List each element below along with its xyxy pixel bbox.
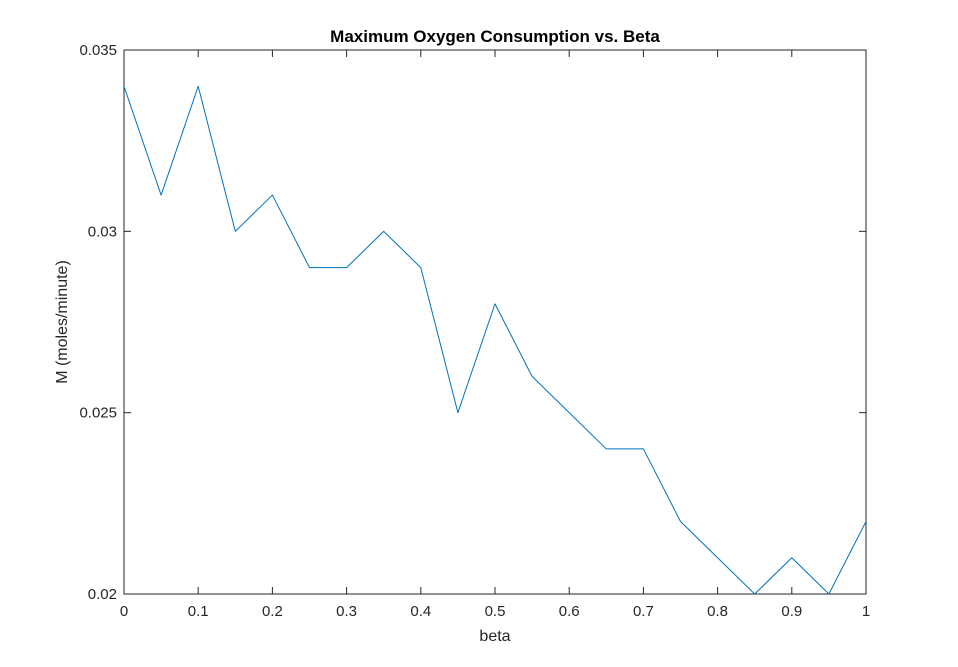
- x-tick-label: 0.2: [262, 603, 283, 620]
- series-layer: [123, 85, 867, 595]
- x-tick-label: 1: [862, 603, 870, 620]
- y-tick-label: 0.03: [88, 223, 117, 240]
- data-point: [828, 594, 829, 595]
- data-point: [124, 86, 125, 87]
- y-tick-labels: 0.02 0.025 0.03 0.035: [79, 42, 117, 603]
- data-point: [272, 195, 273, 196]
- data-point: [569, 412, 570, 413]
- y-tick-label: 0.025: [79, 405, 117, 422]
- series-line: [123, 85, 867, 595]
- data-point: [198, 86, 199, 87]
- data-point: [495, 303, 496, 304]
- x-tick-label: 0.3: [336, 603, 357, 620]
- x-tick-label: 0.5: [485, 603, 506, 620]
- y-tick-label: 0.035: [79, 42, 117, 59]
- data-point: [346, 267, 347, 268]
- data-point: [754, 594, 755, 595]
- x-tick-label: 0.4: [410, 603, 431, 620]
- data-point: [161, 195, 162, 196]
- y-tick-label: 0.02: [88, 586, 117, 603]
- data-point: [532, 376, 533, 377]
- data-point: [383, 231, 384, 232]
- x-tick-label: 0.9: [781, 603, 802, 620]
- data-point: [791, 557, 792, 558]
- data-point: [643, 448, 644, 449]
- data-point: [309, 267, 310, 268]
- data-point: [866, 521, 867, 522]
- data-point: [235, 231, 236, 232]
- data-point: [420, 267, 421, 268]
- x-tick-label: 0.8: [707, 603, 728, 620]
- axis-ticks: [123, 49, 867, 595]
- data-point: [606, 448, 607, 449]
- data-point: [680, 521, 681, 522]
- y-axis-label: M (moles/minute): [54, 260, 71, 384]
- x-tick-label: 0: [120, 603, 128, 620]
- data-point: [717, 557, 718, 558]
- plot-area: [123, 49, 867, 595]
- x-axis-label: beta: [479, 628, 510, 645]
- chart-title: Maximum Oxygen Consumption vs. Beta: [330, 27, 660, 46]
- data-point: [457, 412, 458, 413]
- x-tick-label: 0.7: [633, 603, 654, 620]
- x-tick-labels: 0 0.1 0.2 0.3 0.4 0.5 0.6 0.7 0.8 0.9 1: [120, 603, 870, 620]
- x-tick-label: 0.6: [559, 603, 580, 620]
- x-tick-label: 0.1: [188, 603, 209, 620]
